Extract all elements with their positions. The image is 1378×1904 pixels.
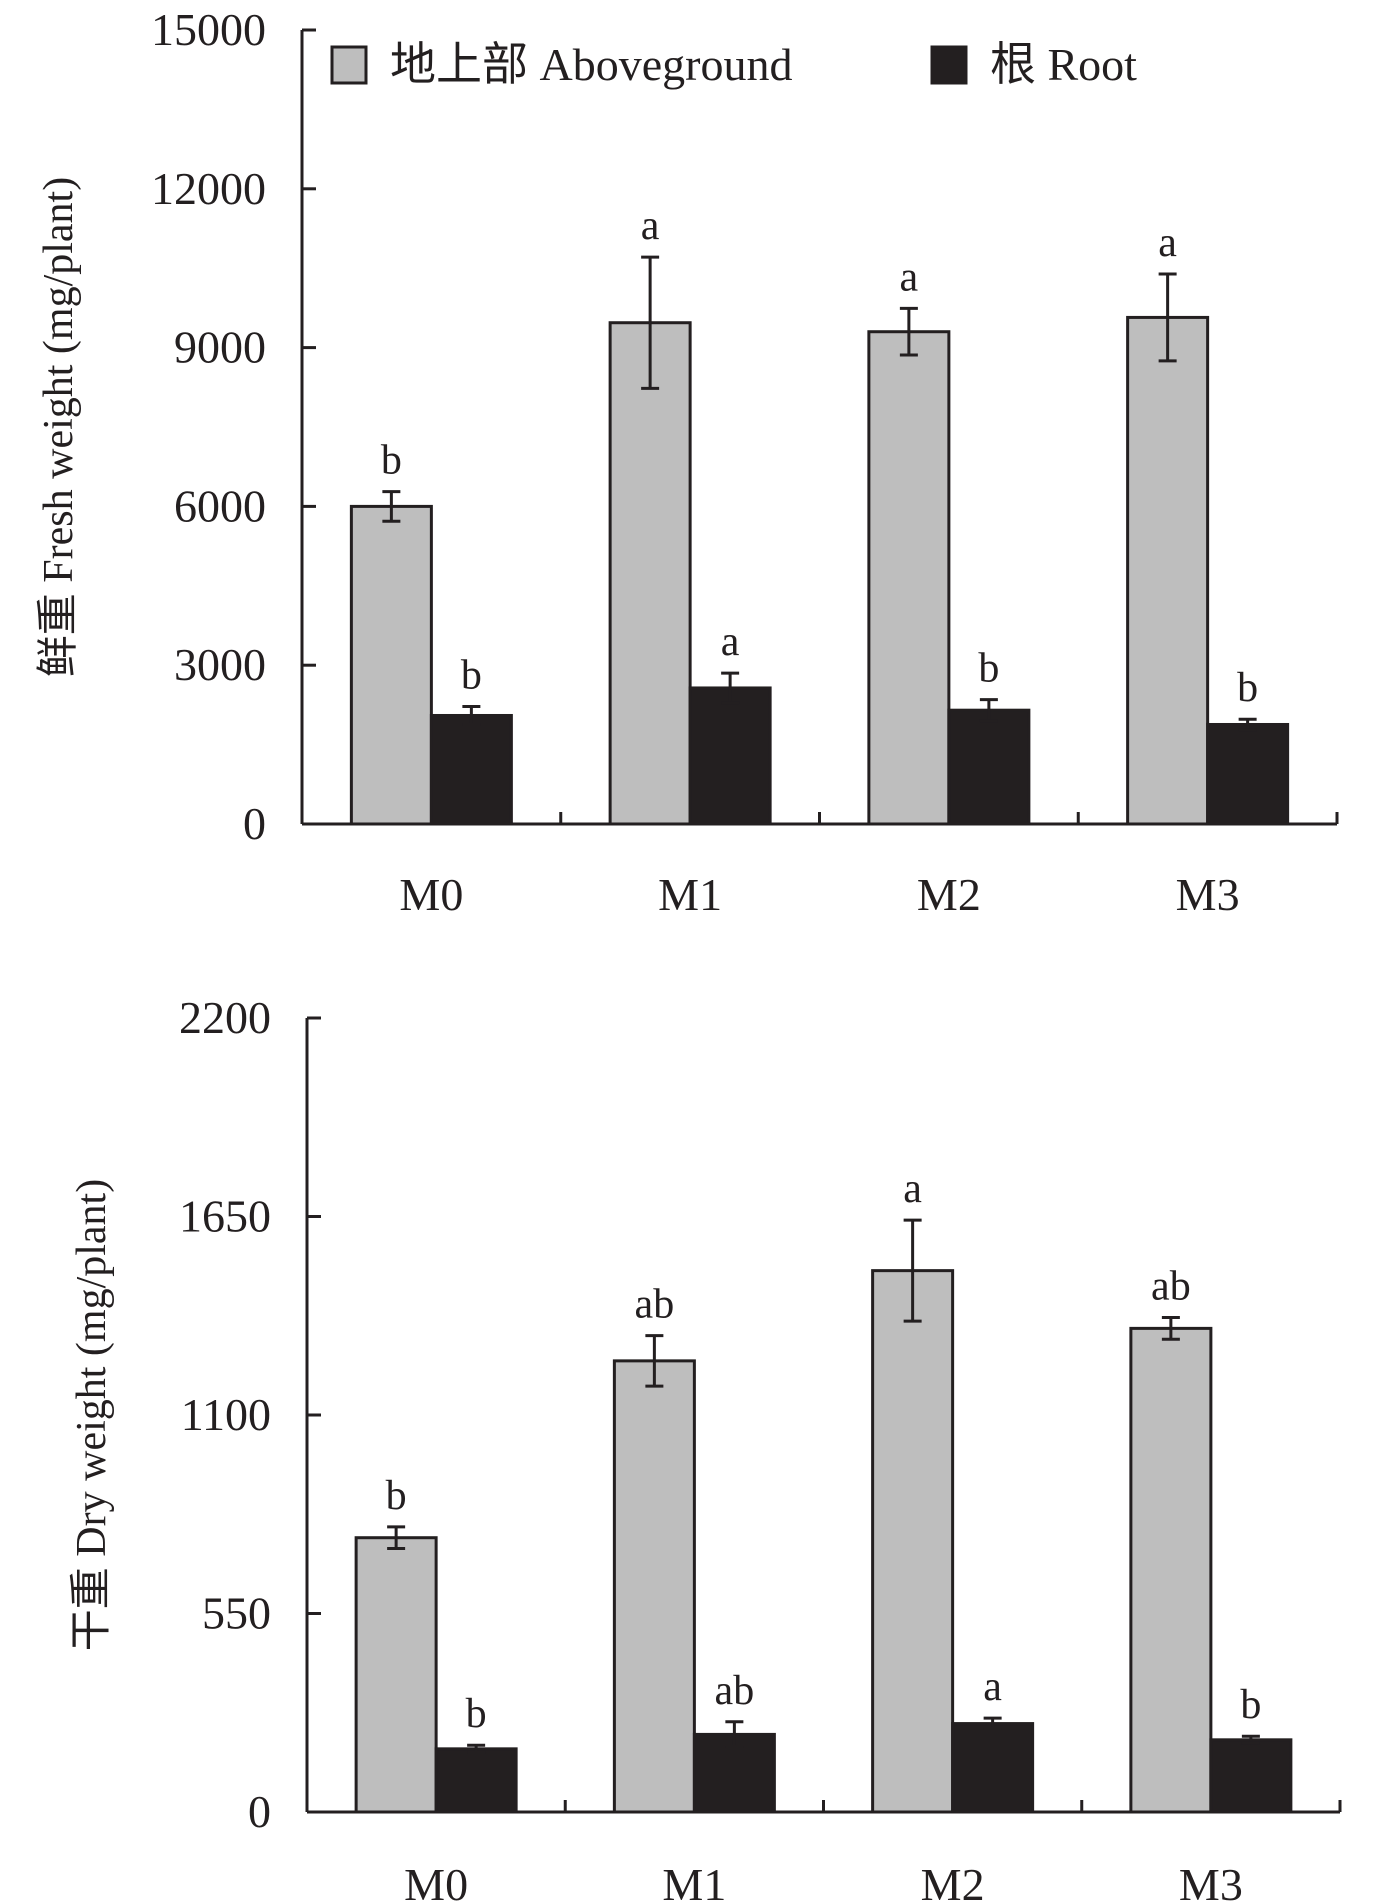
y-tick-label: 15000 <box>151 4 266 55</box>
error-bar <box>899 306 918 357</box>
error-bar <box>903 1218 922 1323</box>
y-tick-label: 12000 <box>151 163 266 214</box>
error-bar <box>467 1743 486 1754</box>
significance-letter: b <box>381 438 402 484</box>
y-tick-label: 3000 <box>174 639 266 690</box>
error-bar <box>979 698 998 723</box>
error-bar <box>382 490 401 523</box>
significance-letter: a <box>1158 220 1177 266</box>
y-tick-label: 1100 <box>181 1389 271 1440</box>
error-bar <box>983 1716 1002 1731</box>
legend-entry: 地上部 Aboveground <box>390 39 792 90</box>
bar-root <box>947 708 1031 826</box>
significance-letter: b <box>978 646 999 692</box>
bar-aboveground <box>1126 315 1210 826</box>
x-tick-label: M0 <box>404 1859 468 1904</box>
bar-root <box>1209 1738 1293 1814</box>
x-tick-label: M1 <box>658 869 722 920</box>
significance-letter: b <box>1240 1682 1261 1728</box>
y-axis-label: 鲜重 Fresh weight (mg/plant) <box>36 177 82 677</box>
x-tick-label: M3 <box>1179 1859 1243 1904</box>
error-bar <box>641 255 660 390</box>
x-tick-label: M0 <box>399 869 463 920</box>
significance-letter: ab <box>715 1668 755 1714</box>
significance-letter: b <box>1237 665 1258 711</box>
fresh-weight-chart: 0 3000 6000 9000 12000 15000 M0 M1 M2 M3 b a a a b a b b 鲜… <box>36 4 1339 920</box>
bar-root <box>434 1747 518 1814</box>
error-bar <box>645 1334 664 1388</box>
y-tick-label: 9000 <box>174 322 266 373</box>
bar-aboveground <box>608 321 692 826</box>
bar-root <box>688 686 772 826</box>
significance-letter: a <box>903 1166 922 1212</box>
x-tick-label: M2 <box>921 1859 985 1904</box>
bar-aboveground <box>867 330 951 826</box>
y-tick-label: 1650 <box>179 1191 271 1242</box>
significance-letter: b <box>461 652 482 698</box>
error-bar <box>1158 272 1177 363</box>
bar-root <box>429 713 513 826</box>
y-tick-label: 0 <box>248 1786 271 1837</box>
error-bar <box>1241 1734 1260 1745</box>
significance-letter: b <box>386 1473 407 1519</box>
significance-letter: a <box>900 254 919 300</box>
legend: 地上部 Aboveground 根 Root <box>330 39 1137 90</box>
significance-letter: b <box>466 1691 487 1737</box>
bar-root <box>951 1722 1035 1814</box>
legend-entry: 根 Root <box>990 39 1137 90</box>
error-bar <box>721 671 740 705</box>
bar-aboveground <box>871 1269 955 1814</box>
significance-letter: a <box>983 1664 1002 1710</box>
significance-letter: ab <box>635 1282 675 1328</box>
bar-aboveground <box>612 1359 696 1814</box>
x-tick-label: M3 <box>1176 869 1240 920</box>
error-bar <box>725 1720 744 1749</box>
significance-letter: a <box>641 203 660 249</box>
y-tick-label: 550 <box>202 1588 271 1639</box>
error-bar <box>387 1525 406 1551</box>
error-bar <box>1238 717 1257 732</box>
y-tick-label: 2200 <box>179 992 271 1043</box>
bar-aboveground <box>354 1536 438 1814</box>
x-tick-label: M1 <box>662 1859 726 1904</box>
y-tick-label: 6000 <box>174 480 266 531</box>
bar-root <box>1206 722 1290 826</box>
error-bar <box>462 704 481 726</box>
bar-aboveground <box>349 504 433 826</box>
significance-letter: ab <box>1151 1264 1191 1310</box>
legend-swatch <box>330 45 368 85</box>
x-tick-label: M2 <box>917 869 981 920</box>
legend-swatch <box>930 45 968 85</box>
bar-aboveground <box>1129 1326 1213 1814</box>
y-axis-label: 干重 Dry weight (mg/plant) <box>69 1179 115 1651</box>
y-tick-label: 0 <box>243 798 266 849</box>
error-bar <box>1161 1316 1180 1341</box>
significance-letter: a <box>721 619 740 665</box>
